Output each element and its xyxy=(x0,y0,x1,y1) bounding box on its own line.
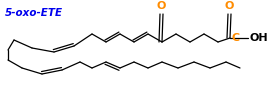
Text: O: O xyxy=(224,1,234,11)
Text: C: C xyxy=(231,33,239,43)
Text: 5-oxo-ETE: 5-oxo-ETE xyxy=(5,8,63,18)
Text: O: O xyxy=(156,1,166,11)
Text: OH: OH xyxy=(250,33,269,43)
